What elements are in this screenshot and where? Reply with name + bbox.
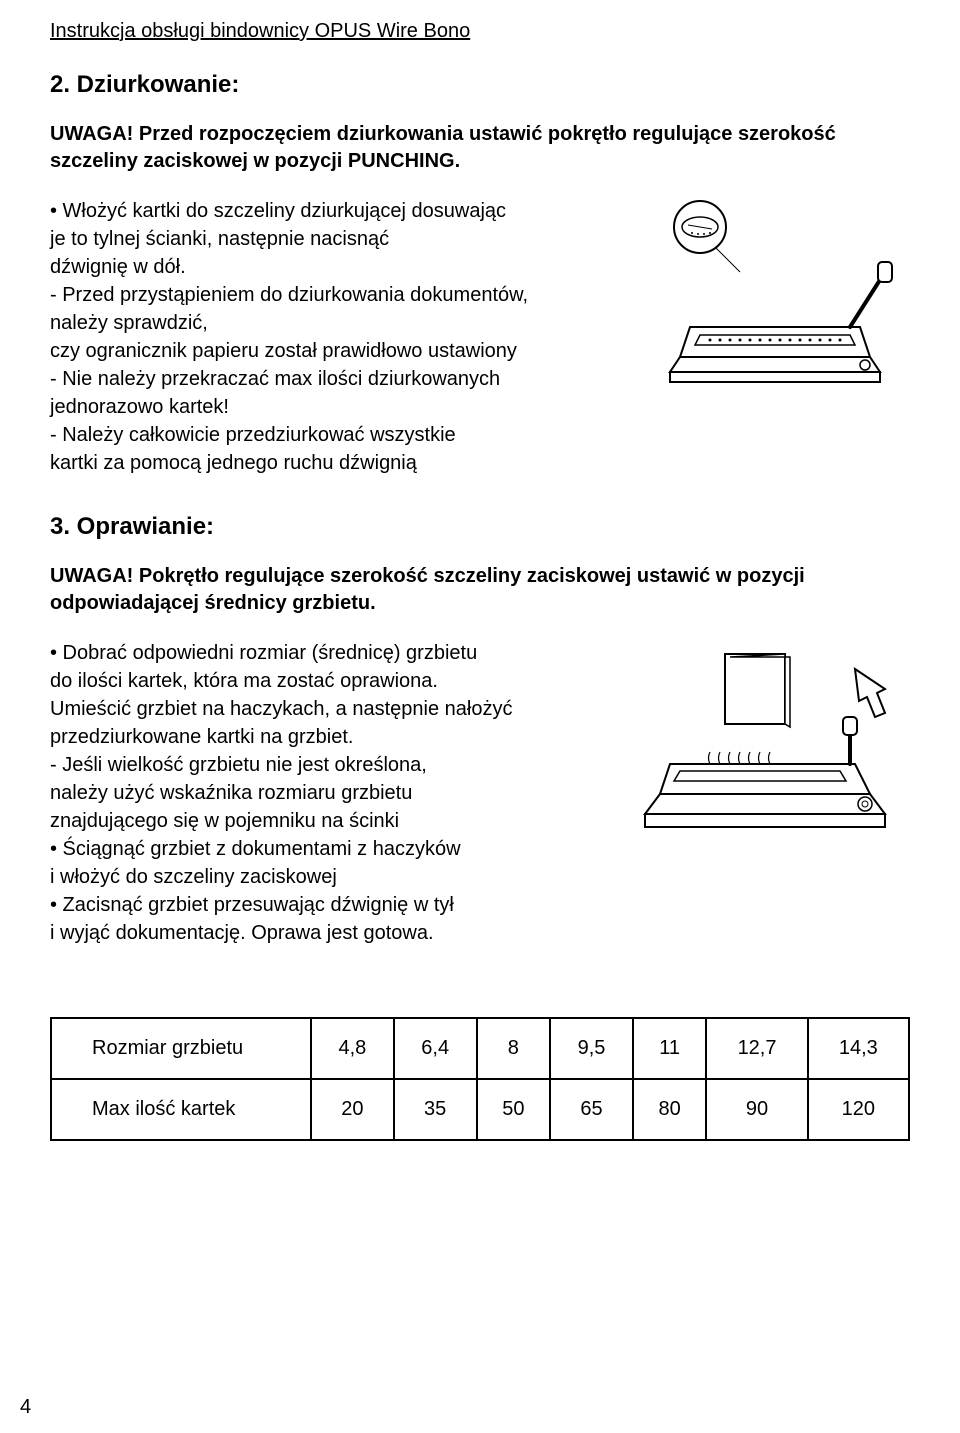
size-table: Rozmiar grzbietu 4,8 6,4 8 9,5 11 12,7 1… [50, 1017, 910, 1141]
s3-l4: - Jeśli wielkość grzbietu nie jest okreś… [50, 751, 610, 779]
s3-l9: • Zacisnąć grzbiet przesuwając dźwignię … [50, 891, 610, 919]
s3-l6: znajdującego się w pojemniku na ścinki [50, 807, 610, 835]
s2-l0: • Włożyć kartki do szczeliny dziurkujące… [50, 197, 610, 225]
s3-l5: należy użyć wskaźnika rozmiaru grzbietu [50, 779, 610, 807]
document-header: Instrukcja obsługi bindownicy OPUS Wire … [50, 20, 910, 43]
section3-text: • Dobrać odpowiedni rozmiar (średnicę) g… [50, 639, 610, 947]
s2-l8: - Należy całkowicie przedziurkować wszys… [50, 421, 610, 449]
row2-c0: 20 [311, 1079, 394, 1140]
spine-size-table: Rozmiar grzbietu 4,8 6,4 8 9,5 11 12,7 1… [50, 1017, 910, 1141]
row1-c1: 6,4 [394, 1018, 477, 1079]
s3-l1: do ilości kartek, która ma zostać oprawi… [50, 667, 610, 695]
section3-heading: 3. Oprawianie: [50, 513, 910, 541]
table-row: Max ilość kartek 20 35 50 65 80 90 120 [51, 1079, 909, 1140]
row1-c5: 12,7 [706, 1018, 807, 1079]
section3-warning: UWAGA! Pokrętło regulujące szerokość szc… [50, 563, 910, 617]
row2-label: Max ilość kartek [51, 1079, 311, 1140]
row2-c4: 80 [633, 1079, 707, 1140]
row1-c4: 11 [633, 1018, 707, 1079]
section3-warning-label: UWAGA! [50, 565, 133, 587]
s2-l3: - Przed przystąpieniem do dziurkowania d… [50, 281, 610, 309]
section2-warning-text: Przed rozpoczęciem dziurkowania ustawić … [50, 123, 836, 172]
section2-content: • Włożyć kartki do szczeliny dziurkujące… [50, 197, 910, 477]
s2-l4: należy sprawdzić, [50, 309, 610, 337]
row2-c2: 50 [477, 1079, 551, 1140]
s3-l7: • Ściągnąć grzbiet z dokumentami z haczy… [50, 835, 610, 863]
row1-c3: 9,5 [550, 1018, 633, 1079]
binding-machine-punching-icon [640, 197, 900, 387]
s3-l10: i wyjąć dokumentację. Oprawa jest gotowa… [50, 919, 610, 947]
s2-l6: - Nie należy przekraczać max ilości dziu… [50, 365, 610, 393]
s2-l1: je to tylnej ścianki, następnie nacisnąć [50, 225, 610, 253]
table-row: Rozmiar grzbietu 4,8 6,4 8 9,5 11 12,7 1… [51, 1018, 909, 1079]
row2-c3: 65 [550, 1079, 633, 1140]
row1-c2: 8 [477, 1018, 551, 1079]
section3-content: • Dobrać odpowiedni rozmiar (średnicę) g… [50, 639, 910, 947]
row2-c6: 120 [808, 1079, 909, 1140]
section2-warning-label: UWAGA! [50, 123, 133, 145]
row1-c6: 14,3 [808, 1018, 909, 1079]
page-number: 4 [20, 1396, 31, 1419]
row2-c5: 90 [706, 1079, 807, 1140]
section2-warning: UWAGA! Przed rozpoczęciem dziurkowania u… [50, 121, 910, 175]
s2-l7: jednorazowo kartek! [50, 393, 610, 421]
s3-l2: Umieścić grzbiet na haczykach, a następn… [50, 695, 610, 723]
row1-c0: 4,8 [311, 1018, 394, 1079]
section2-illustration [630, 197, 910, 477]
s3-l0: • Dobrać odpowiedni rozmiar (średnicę) g… [50, 639, 610, 667]
s3-l8: i włożyć do szczeliny zaciskowej [50, 863, 610, 891]
s2-l5: czy ogranicznik papieru został prawidłow… [50, 337, 610, 365]
row2-c1: 35 [394, 1079, 477, 1140]
row1-label: Rozmiar grzbietu [51, 1018, 311, 1079]
s3-l3: przedziurkowane kartki na grzbiet. [50, 723, 610, 751]
section3-warning-text: Pokrętło regulujące szerokość szczeliny … [50, 565, 805, 614]
s2-l2: dźwignię w dół. [50, 253, 610, 281]
section2-text: • Włożyć kartki do szczeliny dziurkujące… [50, 197, 610, 477]
section2-heading: 2. Dziurkowanie: [50, 71, 910, 99]
binding-machine-binding-icon [630, 639, 910, 839]
s2-l9: kartki za pomocą jednego ruchu dźwignią [50, 449, 610, 477]
section3-illustration [630, 639, 910, 947]
